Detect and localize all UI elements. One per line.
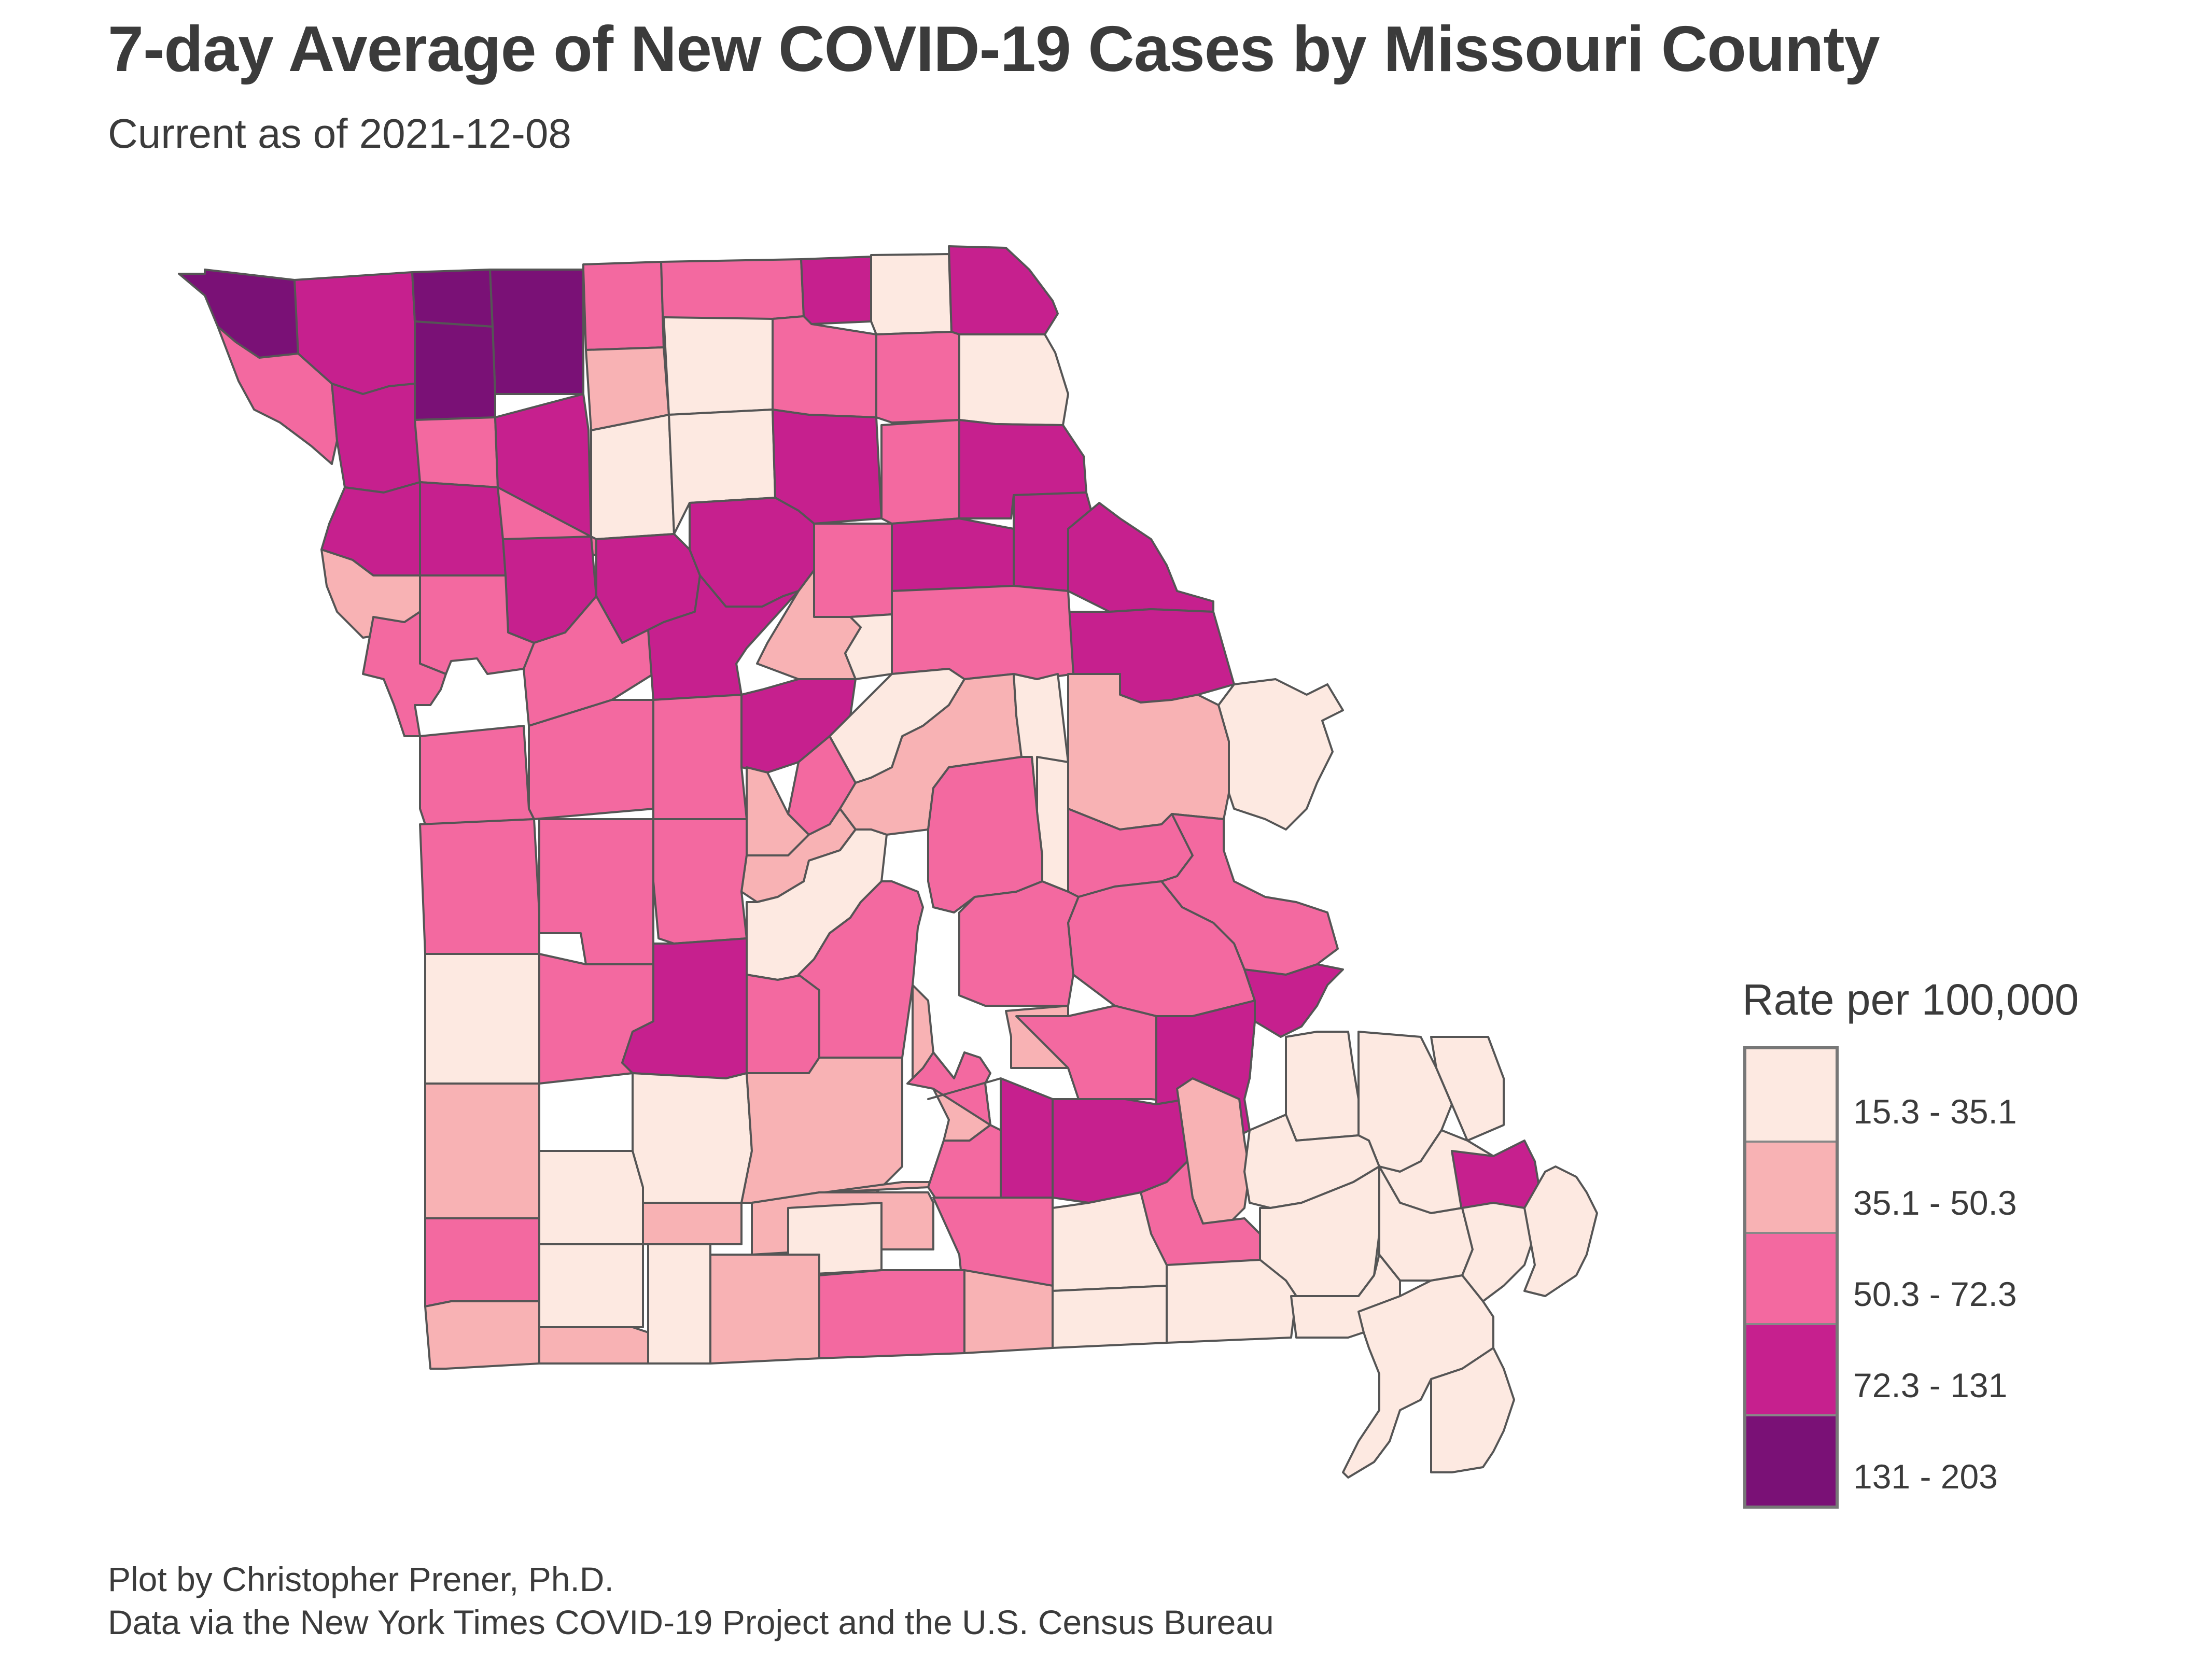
county-70 [746, 974, 820, 1074]
legend-title: Rate per 100,000 [1742, 975, 2079, 1024]
legend-swatch-4 [1746, 1323, 1836, 1414]
legend-label-3: 50.3 - 72.3 [1853, 1275, 2017, 1313]
county-75 [1285, 1031, 1360, 1142]
county-97 [1140, 1160, 1261, 1266]
county-3 [411, 269, 494, 328]
county-109 [1166, 1259, 1297, 1344]
county-11 [217, 326, 338, 465]
county-105 [709, 1254, 820, 1365]
county-15 [772, 315, 877, 418]
county-106 [818, 1269, 965, 1359]
county-81 [740, 1057, 903, 1204]
legend-swatch-1 [1746, 1049, 1836, 1141]
county-38 [419, 574, 535, 675]
county-44 [419, 725, 535, 825]
county-57 [652, 818, 748, 945]
county-polygons [178, 245, 1598, 1479]
caption-source: Data via the New York Times COVID-19 Pro… [108, 1602, 1274, 1641]
county-107 [963, 1269, 1054, 1354]
county-9 [870, 253, 953, 335]
county-5 [414, 320, 496, 421]
county-14 [663, 316, 774, 416]
county-8 [800, 256, 872, 325]
county-66 [1243, 963, 1344, 1038]
legend: Rate per 100,000 15.3 - 35.1 35.1 - 50.3… [1742, 975, 2147, 1535]
county-31 [813, 523, 893, 618]
county-12 [331, 383, 421, 494]
county-47 [652, 694, 748, 820]
county-26 [419, 481, 507, 577]
county-17 [958, 333, 1069, 426]
county-18 [414, 416, 499, 488]
county-67 [424, 953, 540, 1085]
county-104 [647, 1243, 711, 1365]
county-91 [538, 1243, 644, 1328]
legend-keys [1743, 1046, 1839, 1509]
county-100 [1461, 1202, 1536, 1302]
county-42 [891, 585, 1074, 680]
county-77 [1430, 1036, 1505, 1142]
map-subtitle: Current as of 2021-12-08 [108, 110, 571, 157]
county-10 [948, 245, 1059, 335]
county-4 [489, 269, 584, 395]
county-34 [1067, 502, 1214, 613]
map-title: 7-day Average of New COVID-19 Cases by M… [108, 13, 1880, 85]
county-55 [419, 818, 540, 955]
caption: Plot by Christopher Prener, Ph.D. Data v… [108, 1558, 1274, 1643]
county-101 [1523, 1165, 1598, 1297]
legend-swatch-2 [1746, 1141, 1836, 1232]
legend-swatch-5 [1746, 1414, 1836, 1506]
county-83 [906, 1051, 1002, 1204]
county-102 [424, 1300, 540, 1370]
county-6 [582, 261, 665, 351]
legend-label-2: 35.1 - 50.3 [1853, 1184, 2017, 1222]
legend-label-5: 131 - 203 [1853, 1457, 1998, 1496]
county-92 [642, 1202, 743, 1245]
county-64 [958, 880, 1080, 1007]
county-111 [1342, 1274, 1494, 1479]
legend-label-4: 72.3 - 131 [1853, 1366, 2008, 1404]
legend-swatch-3 [1746, 1232, 1836, 1323]
county-90 [424, 1217, 540, 1307]
county-103 [538, 1326, 649, 1365]
county-108 [1052, 1285, 1168, 1349]
county-61 [1036, 756, 1069, 893]
county-16 [875, 331, 960, 424]
legend-label-1: 15.3 - 35.1 [1853, 1092, 2017, 1131]
county-54 [1217, 678, 1344, 831]
county-23 [880, 419, 960, 525]
caption-author: Plot by Christopher Prener, Ph.D. [108, 1560, 614, 1598]
county-20 [590, 414, 675, 540]
county-32 [891, 517, 1015, 592]
county-78 [424, 1082, 540, 1219]
county-56 [538, 818, 654, 965]
county-112 [1430, 1347, 1515, 1473]
county-80 [632, 1072, 753, 1204]
